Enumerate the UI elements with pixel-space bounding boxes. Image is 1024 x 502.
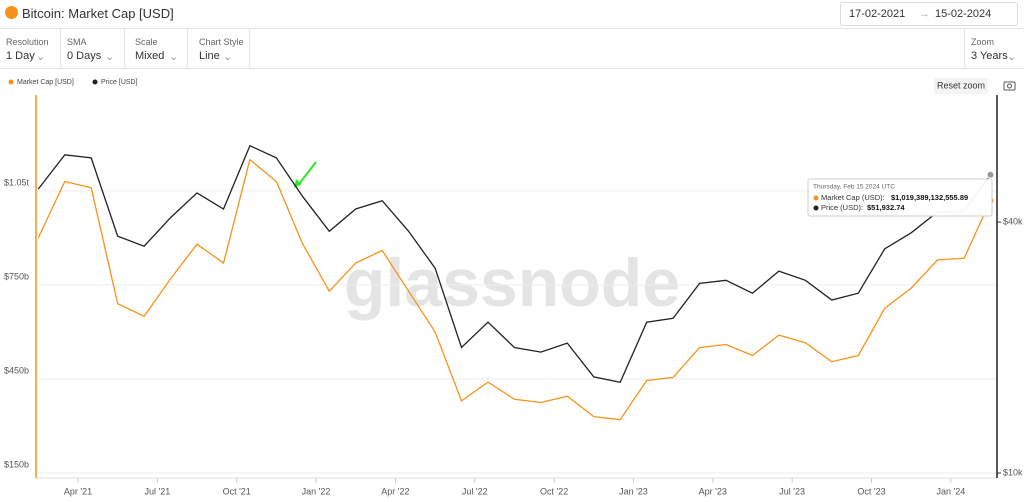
y-tick-label: $750b xyxy=(4,271,29,281)
tooltip-swatch xyxy=(813,195,819,201)
y-tick-label: $450b xyxy=(4,365,29,375)
date-from[interactable]: 17-02-2021 xyxy=(849,8,906,20)
camera-icon[interactable] xyxy=(1003,81,1016,91)
date-to[interactable]: 15-02-2024 xyxy=(935,8,992,20)
tooltip-label: Price (USD): xyxy=(821,203,863,212)
tooltip-date: Thursday, Feb 15 2024 UTC xyxy=(813,184,895,191)
chevron: ⌄ xyxy=(169,51,179,63)
watermark: glassnode xyxy=(344,245,680,321)
control[interactable]: Chart Style Line ⌄ xyxy=(193,28,250,68)
control-label: Zoom xyxy=(971,37,995,47)
x-tick-label: Apr '23 xyxy=(699,486,727,496)
legend-label: Market Cap [USD] xyxy=(17,79,74,86)
control-label: Resolution xyxy=(6,37,49,47)
chevron: ⌄ xyxy=(223,51,233,63)
tooltip-swatch xyxy=(813,205,819,211)
series-line xyxy=(37,144,992,384)
control-value[interactable]: Mixed xyxy=(135,50,165,62)
control-value[interactable]: Line xyxy=(199,50,220,62)
bitcoin-icon xyxy=(5,6,18,19)
x-tick-label: Jan '22 xyxy=(302,486,331,496)
annotation-arrow xyxy=(298,161,317,185)
x-tick-label: Jul '23 xyxy=(779,486,805,496)
zoom-control[interactable]: Zoom 3 Years ⌄ xyxy=(964,28,1024,68)
y-tick-label: $1.05t xyxy=(4,177,30,187)
arrow: → xyxy=(919,8,930,20)
tooltip-value: $51,932.74 xyxy=(867,203,905,212)
chevron: ⌄ xyxy=(1007,51,1017,63)
divider xyxy=(0,68,1024,69)
reset-zoom-button[interactable] xyxy=(934,78,988,94)
x-tick-label: Jul '21 xyxy=(144,486,170,496)
series-line xyxy=(37,158,992,421)
legend-swatch xyxy=(8,79,14,85)
hover-marker xyxy=(986,170,995,179)
control-label: SMA xyxy=(67,37,87,47)
control-value[interactable]: 0 Days xyxy=(67,50,102,62)
x-tick-label: Apr '22 xyxy=(381,486,409,496)
reset-zoom-label[interactable]: Reset zoom xyxy=(937,80,985,90)
legend-swatch xyxy=(92,79,98,85)
x-tick-label: Apr '21 xyxy=(64,486,92,496)
control-label: Chart Style xyxy=(199,37,244,47)
control[interactable]: SMA 0 Days ⌄ xyxy=(61,28,125,68)
legend-label: Price [USD] xyxy=(101,79,138,86)
y2-tick-label: $10k xyxy=(1003,467,1023,477)
page-title: Bitcoin: Market Cap [USD] xyxy=(22,6,174,21)
control-label: Scale xyxy=(135,37,158,47)
x-tick-label: Jan '23 xyxy=(619,486,648,496)
header: Bitcoin: Market Cap [USD] 17-02-2021 → 1… xyxy=(0,0,1024,29)
x-tick-label: Oct '22 xyxy=(540,486,568,496)
control[interactable]: Scale Mixed ⌄ xyxy=(129,28,188,68)
control-value[interactable]: 1 Day xyxy=(6,50,35,62)
x-tick-label: Jul '22 xyxy=(462,486,488,496)
chevron: ⌄ xyxy=(105,51,115,63)
control-value[interactable]: 3 Years xyxy=(971,50,1008,62)
x-tick-label: Jan '24 xyxy=(936,486,965,496)
date-range[interactable]: 17-02-2021 → 15-02-2024 xyxy=(840,2,1018,26)
tooltip-box xyxy=(807,178,993,217)
tooltip-label: Market Cap (USD): xyxy=(821,193,885,202)
y2-tick-label: $40k xyxy=(1003,216,1023,226)
y-tick-label: $150b xyxy=(4,459,29,469)
chevron: ⌄ xyxy=(36,51,46,63)
x-tick-label: Oct '23 xyxy=(857,486,885,496)
x-tick-label: Oct '21 xyxy=(223,486,251,496)
tooltip-value: $1,019,389,132,555.89 xyxy=(891,193,968,202)
control[interactable]: Resolution 1 Day ⌄ xyxy=(0,28,61,68)
